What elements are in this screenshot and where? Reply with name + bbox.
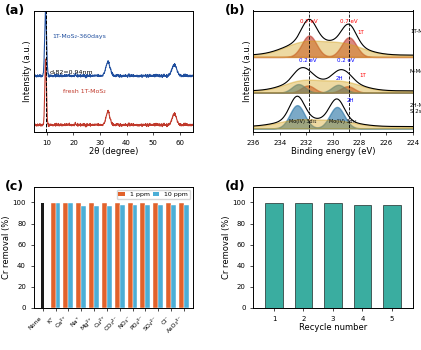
Text: (a): (a) (5, 5, 25, 18)
Text: 1T-MoS₂: 1T-MoS₂ (410, 29, 421, 34)
Bar (128, 203, 133, 308)
Bar (354, 204, 371, 308)
Text: (c): (c) (5, 181, 24, 194)
Text: dₐ82=0.94nm: dₐ82=0.94nm (50, 70, 93, 75)
Bar (153, 203, 158, 308)
Text: 0.7 eV: 0.7 eV (340, 19, 358, 24)
X-axis label: 2θ (degree): 2θ (degree) (88, 147, 138, 156)
Text: M-MoS₂: M-MoS₂ (410, 69, 421, 74)
Text: 1T: 1T (357, 30, 364, 35)
X-axis label: Recycle number: Recycle number (299, 323, 367, 332)
Bar (56, 203, 60, 308)
Bar (383, 204, 401, 308)
Text: 2H-MoS₂
S 2s: 2H-MoS₂ S 2s (410, 103, 421, 114)
Bar (295, 203, 312, 308)
Text: 2H: 2H (336, 76, 343, 81)
Bar (64, 203, 68, 308)
Bar (324, 203, 342, 308)
Text: 0.2 eV: 0.2 eV (338, 58, 355, 63)
Text: (d): (d) (225, 181, 245, 194)
Bar (115, 203, 120, 308)
Bar (184, 205, 189, 308)
Bar (145, 205, 150, 308)
Bar (120, 205, 125, 308)
Legend: 1 ppm, 10 ppm: 1 ppm, 10 ppm (117, 190, 190, 199)
Bar (107, 205, 112, 308)
Text: (b): (b) (225, 5, 245, 18)
Text: fresh 1T-MoS₂: fresh 1T-MoS₂ (63, 89, 106, 94)
Text: Mo(IV) 3d₃₂: Mo(IV) 3d₃₂ (289, 119, 316, 124)
Text: 2H: 2H (346, 98, 354, 103)
Bar (68, 203, 73, 308)
Bar (41, 203, 44, 308)
Bar (76, 203, 81, 308)
Bar (133, 205, 137, 308)
Y-axis label: Cr removal (%): Cr removal (%) (222, 216, 231, 279)
Bar (51, 203, 56, 308)
Y-axis label: Intensity (a.u.): Intensity (a.u.) (243, 40, 252, 102)
Text: 1T: 1T (360, 72, 366, 78)
Bar (158, 205, 163, 308)
Bar (141, 203, 145, 308)
Bar (171, 205, 176, 308)
Bar (89, 203, 94, 308)
Bar (166, 203, 171, 308)
Bar (265, 203, 283, 308)
Text: 1T-MoS₂-360days: 1T-MoS₂-360days (52, 34, 106, 39)
Y-axis label: Cr removal (%): Cr removal (%) (2, 216, 11, 279)
Y-axis label: Intensity (a.u.): Intensity (a.u.) (23, 40, 32, 102)
Bar (94, 205, 99, 308)
Bar (179, 203, 184, 308)
Text: 0.7 eV: 0.7 eV (300, 19, 318, 24)
Text: Mo(IV) 3d₅₂: Mo(IV) 3d₅₂ (328, 119, 356, 124)
Bar (102, 203, 107, 308)
Text: 0.2 eV: 0.2 eV (299, 58, 317, 63)
X-axis label: Binding energy (eV): Binding energy (eV) (291, 147, 375, 156)
Bar (81, 205, 86, 308)
